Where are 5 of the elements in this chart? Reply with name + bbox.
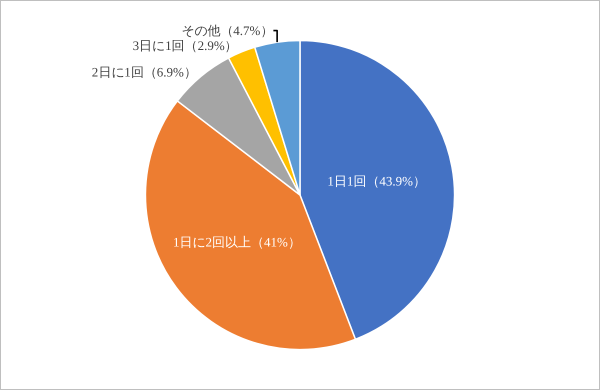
slice-label: 1日1回（43.9%）	[327, 173, 426, 188]
slice-label: 3日に1回（2.9%）	[132, 38, 238, 54]
slice-label: 1日に2回以上（41%）	[172, 234, 301, 250]
slice-label: その他（4.7%）	[181, 23, 274, 38]
slice-label: 2日に1回（6.9%）	[92, 64, 197, 80]
